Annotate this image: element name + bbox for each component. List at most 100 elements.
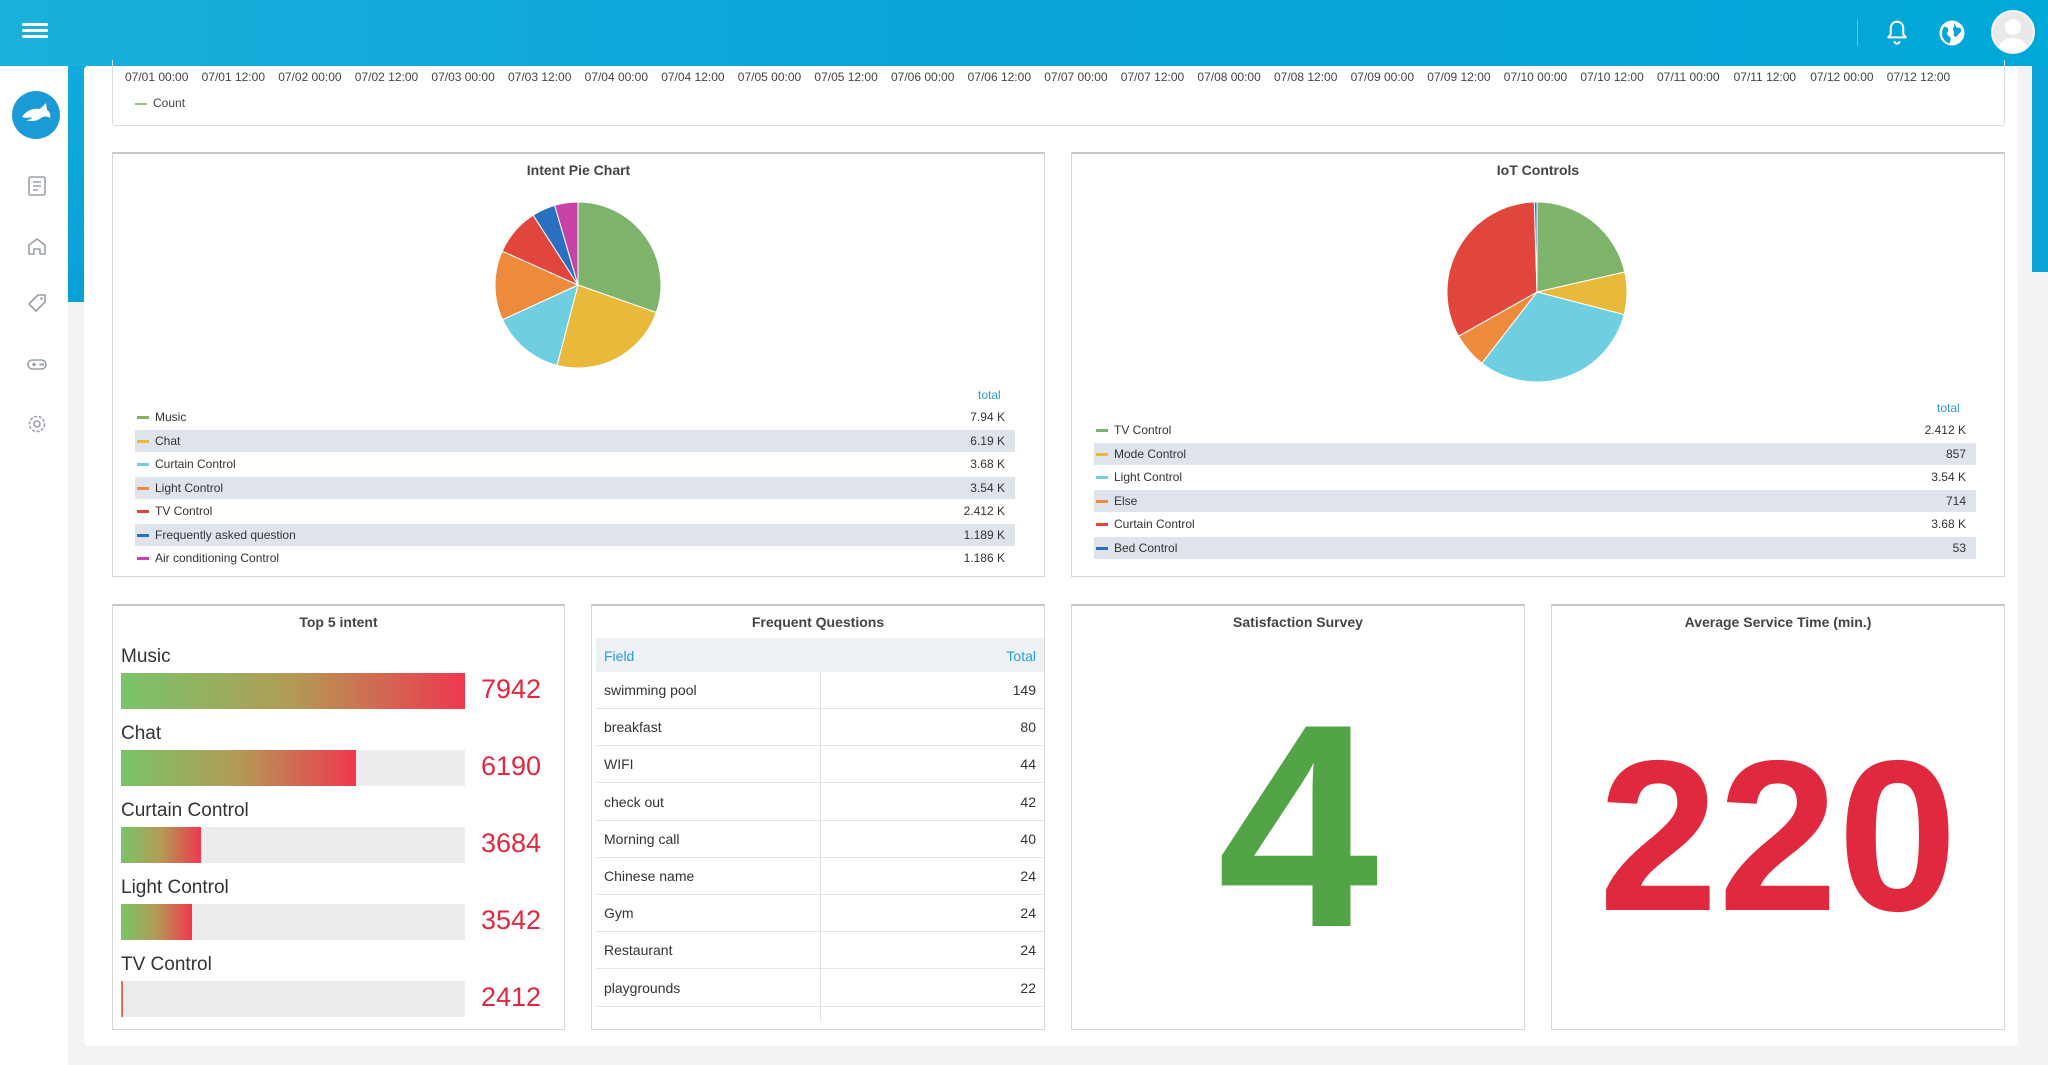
total-cell: 24: [1020, 868, 1036, 884]
bar-value: 7942: [481, 674, 542, 704]
pie-slice[interactable]: [1446, 201, 1538, 337]
legend-row[interactable]: Else 714: [1094, 489, 1976, 512]
pie-slice[interactable]: [577, 201, 662, 314]
x-axis-tick-label: 07/08 12:00: [1274, 70, 1338, 84]
legend-value: 1.186 K: [963, 551, 1005, 565]
total-column-header[interactable]: total: [978, 388, 1001, 402]
legend-swatch: [1096, 523, 1108, 526]
legend-row[interactable]: Bed Control 53: [1094, 536, 1976, 559]
legend-row[interactable]: Light Control 3.54 K: [1094, 466, 1976, 488]
pie-slice[interactable]: [501, 284, 579, 366]
pie-slice[interactable]: [556, 284, 657, 369]
gamepad-icon[interactable]: [25, 352, 49, 376]
legend-label: TV Control: [155, 504, 213, 518]
bar-fill: [121, 673, 465, 709]
legend-row[interactable]: Music 7.94 K: [135, 406, 1015, 428]
table-header: Field Total: [596, 638, 1044, 672]
legend-swatch: [137, 557, 149, 560]
x-axis-tick-label: 07/07 00:00: [1044, 70, 1108, 84]
total-cell: 24: [1020, 942, 1036, 959]
pie-slice[interactable]: [554, 201, 579, 286]
count-legend-label: Count: [153, 96, 186, 110]
legend-row[interactable]: Curtain Control 3.68 K: [135, 453, 1015, 475]
logo-bird-shape: [22, 103, 51, 122]
x-axis-tick-label: 07/11 00:00: [1657, 70, 1720, 84]
legend-value: 6.19 K: [970, 433, 1005, 448]
legend-value: 2.412 K: [963, 504, 1005, 518]
total-column-header[interactable]: total: [1937, 401, 1960, 415]
field-cell: swimming pool: [604, 682, 697, 698]
document-icon[interactable]: [25, 174, 49, 198]
field-column-header[interactable]: Field: [604, 648, 635, 664]
legend-row[interactable]: Frequently asked question 1.189 K: [135, 523, 1015, 546]
bar-fill: [121, 904, 193, 940]
iot-pie-chart[interactable]: [1445, 200, 1629, 384]
count-legend-swatch: [135, 102, 147, 105]
bar-value: 2412: [481, 982, 542, 1012]
avatar-silhouette-icon: [1999, 19, 2027, 52]
x-axis-tick-label: 07/11 12:00: [1733, 70, 1797, 84]
hamburger-menu-icon[interactable]: [22, 20, 48, 46]
legend-row[interactable]: Air conditioning Control 1.186 K: [135, 547, 1015, 569]
field-cell: breakfast: [604, 719, 662, 736]
x-axis-tick-label: 07/12 12:00: [1886, 70, 1951, 84]
intent-pie-panel: Intent Pie Chart total Music 7.94 K Chat 6.…: [112, 152, 1045, 577]
legend-row[interactable]: Curtain Control 3.68 K: [1094, 513, 1976, 535]
total-column-header[interactable]: Total: [1006, 648, 1036, 664]
legend-label: Light Control: [155, 480, 224, 495]
legend-row[interactable]: TV Control 2.412 K: [135, 500, 1015, 522]
bar-label: Chat: [121, 723, 162, 744]
pie-slice[interactable]: [1533, 201, 1538, 293]
x-axis-tick-label: 07/10 12:00: [1580, 70, 1644, 84]
globe-icon[interactable]: [1937, 18, 1967, 48]
field-cell: WIFI: [604, 756, 634, 773]
legend-value: 2.412 K: [1924, 423, 1966, 437]
field-cell: Restaurant: [604, 942, 673, 959]
bar-value: 6190: [481, 751, 542, 781]
field-cell: Morning call: [604, 830, 680, 847]
pie-slice[interactable]: [494, 250, 580, 321]
home-icon[interactable]: [25, 234, 49, 258]
user-avatar[interactable]: [1991, 10, 2035, 54]
legend-swatch: [137, 486, 149, 490]
legend-label: Frequently asked question: [155, 527, 296, 542]
panel-title: Top 5 intent: [299, 614, 378, 630]
legend-row[interactable]: Chat 6.19 K: [135, 429, 1015, 452]
logo-icon[interactable]: [12, 91, 60, 139]
legend-swatch: [1096, 476, 1108, 479]
settings-icon[interactable]: [25, 412, 49, 436]
bar-value: 3684: [481, 828, 542, 858]
x-axis-ticks: 07/01 00:00 07/01 12:00 07/02 00:00 07/02 1…: [125, 70, 2005, 84]
legend-label: Mode Control: [1114, 446, 1187, 461]
legend-label: Air conditioning Control: [155, 551, 280, 565]
toolbar-divider: [1857, 20, 1858, 46]
tag-icon[interactable]: [25, 292, 49, 316]
legend-row[interactable]: TV Control 2.412 K: [1094, 419, 1976, 441]
field-cell: Chinese name: [604, 868, 695, 884]
bar-track: [121, 750, 465, 786]
x-axis-tick-label: 07/08 00:00: [1197, 70, 1261, 84]
bell-icon[interactable]: [1882, 18, 1912, 48]
bar-label: Music: [121, 646, 171, 667]
x-axis-tick-label: 07/09 00:00: [1350, 70, 1414, 84]
top-app-bar: [0, 0, 2048, 66]
legend-row[interactable]: Light Control 3.54 K: [135, 476, 1015, 499]
legend-label: Light Control: [1114, 470, 1183, 484]
iot-legend-table: TV Control 2.412 K Mode Control 857 Light Co…: [1094, 419, 1976, 576]
legend-value: 3.54 K: [1931, 470, 1966, 484]
x-axis-tick-label: 07/01 12:00: [201, 70, 265, 84]
frequent-questions-panel: Frequent Questions Field Total swimming …: [591, 604, 1045, 1030]
legend-value: 714: [1945, 493, 1966, 508]
field-cell: playgrounds: [604, 979, 681, 996]
legend-label: Music: [155, 410, 187, 424]
x-axis-tick-label: 07/09 12:00: [1427, 70, 1491, 84]
legend-row[interactable]: Mode Control 857: [1094, 442, 1976, 465]
pie-slice[interactable]: [1536, 201, 1626, 293]
x-axis-tick-label: 07/02 12:00: [354, 70, 419, 84]
bar-track: [121, 827, 465, 863]
bar-label: Curtain Control: [121, 800, 249, 821]
bar-track: [121, 904, 465, 940]
intent-pie-chart[interactable]: [493, 200, 663, 370]
pie-slice[interactable]: [1481, 291, 1625, 383]
x-axis-tick-label: 07/01 00:00: [125, 70, 189, 84]
